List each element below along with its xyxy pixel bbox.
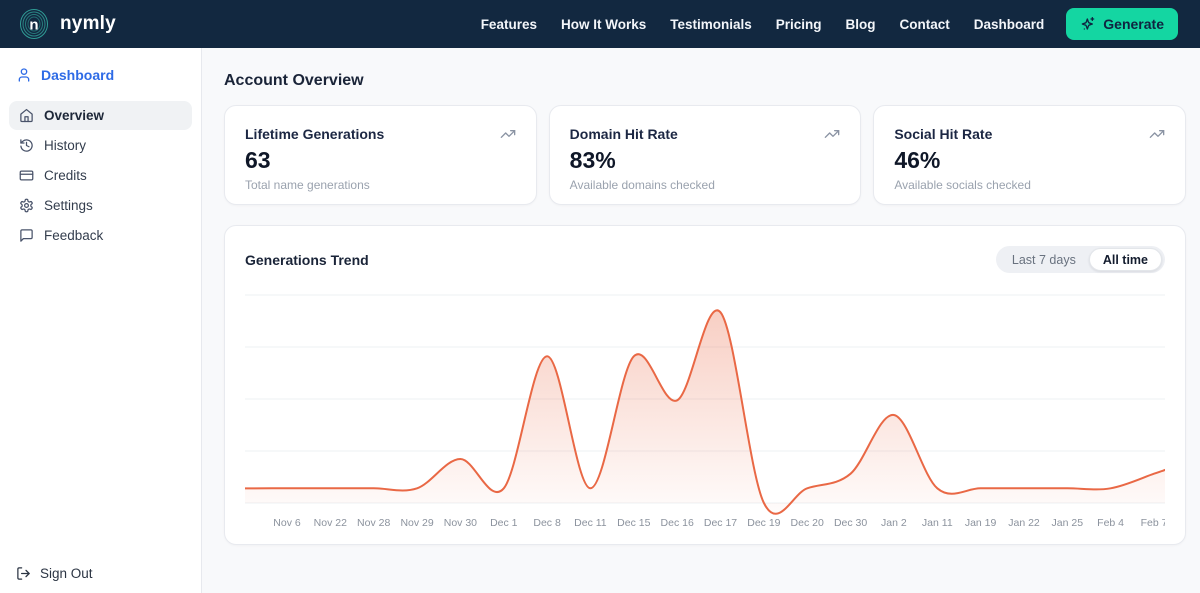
trend-area-chart-svg: Nov 6 Nov 22 Nov 28 Nov 29 Nov 30 Dec 1 Dec 8 D…: [245, 294, 1165, 529]
sidebar-section-label: Dashboard: [41, 67, 115, 83]
range-toggle: Last 7 days All time: [995, 246, 1165, 273]
stat-card-domain-hit-rate: Domain Hit Rate 83% Available domains chec…: [548, 105, 862, 205]
navbar-links: Features How It Works Testimonials Pricing B…: [481, 17, 1045, 32]
generate-button-label: Generate: [1103, 16, 1164, 32]
x-axis-tick-label: Jan 22: [1008, 517, 1040, 529]
x-axis-tick-label: Dec 30: [834, 517, 867, 529]
logout-icon: [17, 567, 30, 580]
x-axis-tick-label: Dec 17: [704, 517, 737, 529]
range-option-last-7-days[interactable]: Last 7 days: [999, 249, 1089, 270]
stat-cards-row: Lifetime Generations 63 Total name generat…: [224, 105, 1187, 205]
trending-up-icon: [500, 130, 516, 138]
user-icon: [16, 67, 32, 83]
x-axis-tick-label: Jan 19: [965, 517, 997, 529]
sidebar-item-credits[interactable]: Credits: [9, 161, 192, 190]
stat-card-value: 63: [245, 147, 271, 173]
x-axis-tick-label: Feb 7: [1141, 517, 1165, 529]
svg-text:n: n: [29, 17, 38, 34]
nav-link-contact[interactable]: Contact: [899, 16, 950, 32]
logout-icon: [16, 566, 31, 581]
nav-link-pricing[interactable]: Pricing: [775, 16, 822, 32]
x-axis-tick-label: Dec 16: [661, 517, 694, 529]
x-axis-tick-label: Nov 29: [400, 517, 433, 529]
sparkles-icon: [1080, 16, 1096, 32]
gear-icon: [20, 198, 33, 213]
sign-out-button[interactable]: Sign Out: [16, 566, 93, 581]
x-axis-tick-label: Dec 1: [490, 517, 518, 529]
sidebar-item-label: Overview: [44, 108, 105, 123]
trending-up-icon: [825, 130, 840, 138]
stat-card-title: Social Hit Rate: [894, 126, 993, 142]
sidebar-item-label: Settings: [44, 198, 93, 213]
trending-up-icon: [1149, 130, 1165, 138]
user-icon: [18, 68, 30, 82]
sparkles-icon: [1081, 17, 1095, 30]
stat-card-subtitle: Total name generations: [245, 178, 370, 192]
x-axis-tick-label: Nov 28: [357, 517, 390, 529]
sidebar-item-overview[interactable]: Overview: [9, 101, 192, 130]
history-icon: [20, 139, 33, 152]
sidebar: Dashboard Overview History Credits Settings…: [0, 48, 202, 593]
top-navbar: n nymly Features How It Works Testimonials…: [0, 0, 1200, 48]
trend-title: Generations Trend: [245, 251, 369, 268]
stat-card-value: 83%: [569, 147, 616, 173]
nav-link-how-it-works[interactable]: How It Works: [560, 16, 647, 32]
sign-out-label: Sign Out: [40, 566, 93, 581]
stat-card-title: Domain Hit Rate: [569, 126, 678, 142]
page-title: Account Overview: [224, 72, 364, 89]
x-axis-tick-label: Dec 19: [747, 517, 780, 529]
stat-card-social-hit-rate: Social Hit Rate 46% Available socials chec…: [873, 105, 1187, 205]
sidebar-item-feedback[interactable]: Feedback: [9, 221, 192, 250]
generate-button[interactable]: Generate: [1066, 8, 1178, 40]
sidebar-item-settings[interactable]: Settings: [9, 191, 192, 220]
main-content: Account Overview Lifetime Generations 63 T…: [202, 48, 1200, 593]
x-axis-tick-label: Dec 11: [574, 517, 607, 529]
stat-card-lifetime-generations: Lifetime Generations 63 Total name generat…: [224, 105, 537, 205]
stat-card-subtitle: Available domains checked: [569, 178, 715, 192]
generations-trend-chart: Nov 6 Nov 22 Nov 28 Nov 29 Nov 30 Dec 1 Dec 8 D…: [245, 283, 1165, 535]
sidebar-item-label: History: [44, 138, 87, 153]
credit-card-icon: [19, 170, 34, 181]
generations-trend-card: Generations Trend Last 7 days All time No…: [224, 225, 1186, 545]
x-axis-tick-label: Feb 4: [1097, 517, 1124, 529]
x-axis-tick-label: Nov 30: [444, 517, 477, 529]
sidebar-item-label: Feedback: [44, 228, 104, 243]
brand-name: nymly: [60, 13, 116, 34]
nav-link-blog[interactable]: Blog: [845, 16, 876, 32]
nav-link-testimonials[interactable]: Testimonials: [670, 16, 752, 32]
x-axis-tick-label: Jan 2: [881, 517, 907, 529]
x-axis-tick-label: Dec 8: [533, 517, 561, 529]
sidebar-section-dashboard[interactable]: Dashboard: [0, 48, 201, 97]
x-axis-tick-label: Nov 22: [314, 517, 347, 529]
sidebar-menu: Overview History Credits Settings Feedback: [0, 97, 201, 254]
x-axis-tick-label: Nov 6: [273, 517, 301, 529]
message-square-icon: [20, 229, 33, 242]
brand[interactable]: n nymly: [18, 8, 116, 40]
x-axis-tick-label: Dec 20: [791, 517, 824, 529]
stat-card-title: Lifetime Generations: [245, 126, 385, 142]
nymly-logo-icon: n: [20, 9, 48, 39]
x-axis-tick-label: Jan 11: [922, 517, 953, 529]
x-axis-tick-label: Jan 25: [1052, 517, 1084, 529]
nav-link-features[interactable]: Features: [480, 16, 537, 32]
sidebar-item-label: Credits: [44, 168, 87, 183]
x-axis-tick-label: Dec 15: [617, 517, 650, 529]
sidebar-item-history[interactable]: History: [9, 131, 192, 160]
stat-card-value: 46%: [894, 147, 941, 173]
stat-card-subtitle: Available socials checked: [894, 178, 1031, 192]
range-option-all-time[interactable]: All time: [1088, 248, 1162, 271]
home-icon: [20, 108, 33, 123]
nav-link-dashboard[interactable]: Dashboard: [973, 16, 1045, 32]
